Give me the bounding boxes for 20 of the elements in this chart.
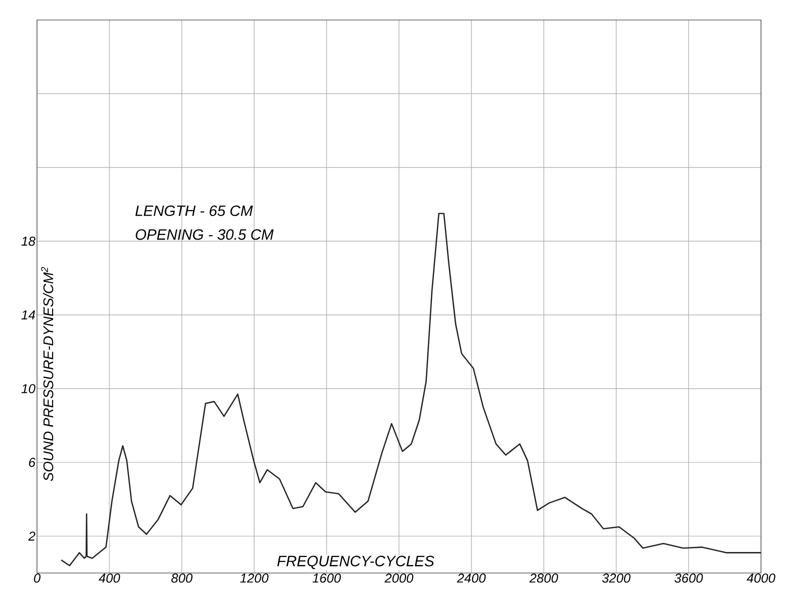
x-tick-label: 2000 (384, 574, 414, 583)
y-axis-title: SOUND PRESSURE-DYNES/CM$^{2}$ (41, 266, 54, 482)
y-tick-label: 10 (21, 384, 36, 394)
x-tick-label: 1200 (240, 574, 268, 583)
y-tick-label: 18 (21, 236, 36, 246)
x-tick-label: 1600 (312, 574, 341, 583)
annotation: LENGTH - 65 CM (135, 205, 253, 216)
x-tick-label: 3600 (674, 574, 703, 583)
x-tick-label: 800 (171, 574, 192, 583)
y-tick-label: 14 (21, 310, 35, 320)
y-tick-label: 6 (29, 458, 36, 467)
x-tick-label: 400 (98, 574, 120, 583)
x-tick-label: 2800 (529, 574, 558, 583)
x-tick-label: 0 (34, 574, 40, 583)
annotation: OPENING - 30.5 CM (136, 229, 274, 240)
y-tick-label: 2 (28, 532, 36, 541)
x-tick-label: 2400 (456, 574, 486, 583)
x-tick-label: 4000 (746, 574, 776, 583)
x-tick-label: 3200 (602, 574, 630, 583)
x-axis-title: FREQUENCY-CYCLES (277, 556, 434, 570)
